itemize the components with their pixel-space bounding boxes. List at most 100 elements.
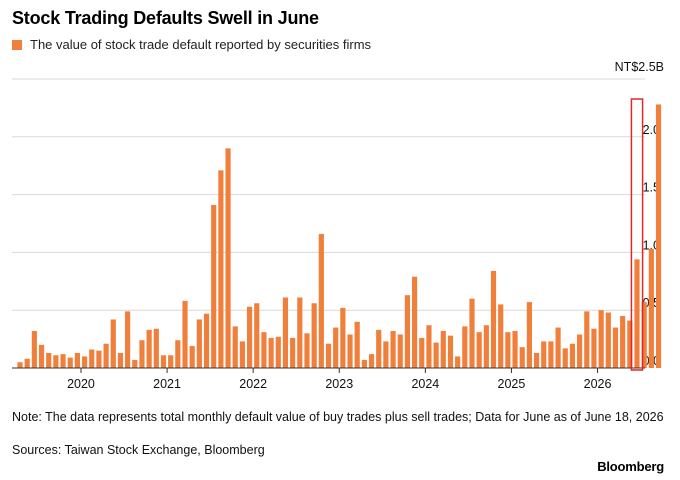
x-tick-label: 2026 [584, 377, 612, 391]
bar [218, 170, 224, 368]
bar [24, 358, 30, 368]
bar [254, 303, 260, 368]
bar [591, 328, 597, 368]
bar [555, 327, 561, 368]
bar [117, 352, 124, 368]
bar [225, 148, 231, 368]
bar [81, 356, 88, 368]
bar [490, 270, 497, 368]
bar [153, 328, 159, 368]
bar [275, 336, 281, 368]
bar [368, 354, 375, 368]
bar [541, 341, 547, 368]
bar [38, 344, 45, 368]
bar [648, 248, 654, 368]
bar [232, 326, 238, 368]
bar [67, 357, 73, 368]
bar [612, 327, 619, 368]
bar [182, 300, 188, 368]
bar [74, 352, 80, 368]
bar [203, 313, 210, 368]
y-tick-label: 1.5 [643, 181, 660, 195]
bar [455, 356, 461, 368]
bar [655, 104, 662, 369]
bar [505, 332, 511, 368]
x-tick-label: 2020 [67, 377, 95, 391]
chart-sources: Sources: Taiwan Stock Exchange, Bloomber… [12, 443, 265, 457]
legend: The value of stock trade default reporte… [12, 37, 371, 52]
bar [605, 312, 611, 368]
bar [304, 333, 310, 368]
bar [189, 346, 195, 368]
bloomberg-logo: Bloomberg [597, 459, 664, 474]
bar [390, 331, 396, 368]
bar [46, 352, 52, 368]
x-tick-label: 2023 [325, 377, 353, 391]
bar [110, 319, 116, 368]
bar [562, 348, 568, 368]
bar [526, 302, 532, 368]
chart-note: Note: The data represents total monthly … [12, 410, 664, 424]
bar [533, 352, 540, 368]
x-tick-label: 2025 [498, 377, 526, 391]
y-tick-label: 2.0 [643, 123, 660, 137]
bar [519, 347, 525, 368]
bar [53, 355, 59, 368]
bar [419, 337, 425, 368]
highlight-box [630, 98, 644, 371]
bar [462, 326, 468, 368]
bar [433, 342, 439, 368]
bar [569, 343, 576, 368]
bar [361, 359, 367, 368]
bar [89, 349, 95, 368]
bar [211, 205, 217, 368]
bar [412, 276, 418, 368]
bar [584, 311, 590, 368]
bar [196, 319, 202, 368]
bar [17, 362, 23, 368]
bar [598, 310, 604, 368]
bar [620, 315, 626, 368]
bar [247, 306, 253, 368]
bar [548, 341, 554, 368]
x-tick-label: 2022 [239, 377, 267, 391]
bar [261, 332, 267, 368]
bar [426, 325, 432, 368]
bar [168, 355, 174, 368]
bar [641, 302, 647, 368]
bar [325, 343, 332, 368]
bar [239, 341, 245, 368]
y-axis-unit-label: NT$2.5B [615, 60, 664, 74]
bar [440, 331, 446, 368]
legend-label: The value of stock trade default reporte… [30, 37, 372, 52]
x-tick-label: 2024 [411, 377, 439, 391]
chart-title: Stock Trading Defaults Swell in June [12, 8, 319, 28]
bar [498, 304, 504, 368]
bar [297, 297, 303, 368]
bar [318, 233, 324, 368]
bar [139, 340, 145, 368]
bar [311, 303, 317, 368]
bar [333, 327, 339, 368]
y-tick-label: 1.0 [643, 238, 660, 252]
bar [146, 329, 152, 368]
bar [132, 359, 138, 368]
bar [103, 343, 109, 368]
bar [447, 335, 454, 368]
bar [483, 325, 489, 368]
legend-swatch [12, 39, 22, 50]
bar [354, 321, 360, 368]
bar [397, 334, 403, 368]
bar [634, 259, 640, 368]
bar [376, 329, 382, 368]
bar [96, 350, 102, 368]
bar [160, 355, 167, 368]
bar [268, 337, 274, 368]
bar [512, 331, 518, 368]
bar [404, 295, 411, 368]
bar [476, 332, 482, 368]
bar [60, 354, 66, 368]
bar [175, 340, 181, 368]
bar [340, 307, 346, 368]
bar [627, 320, 633, 368]
